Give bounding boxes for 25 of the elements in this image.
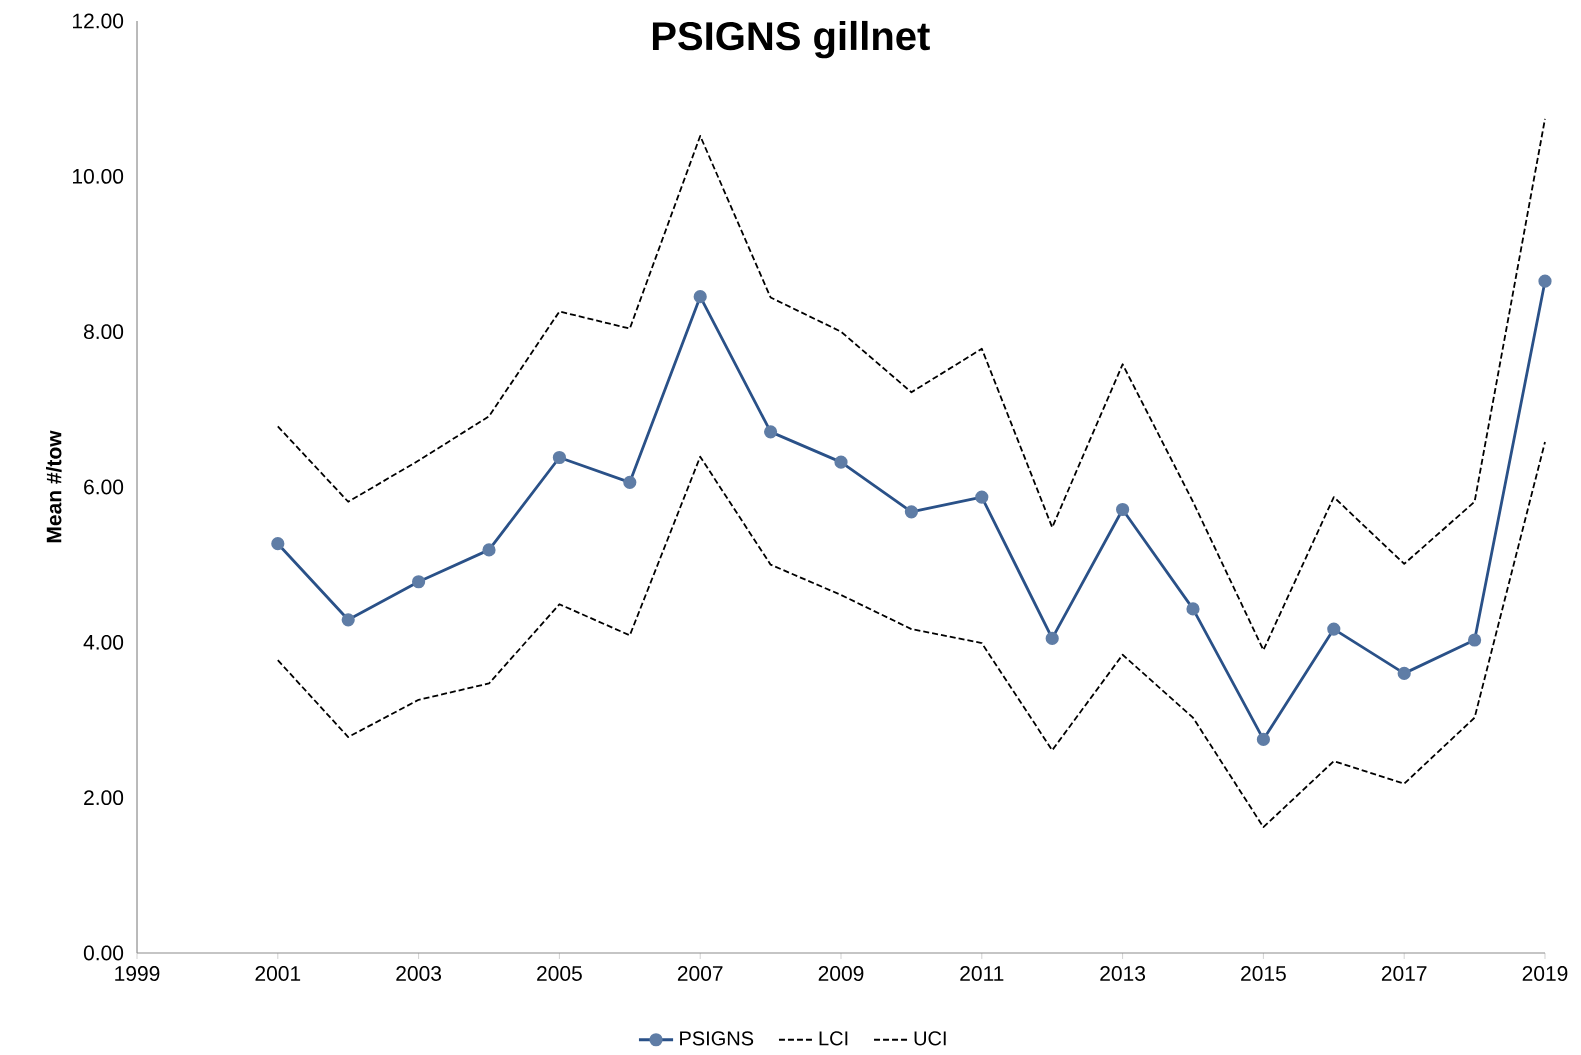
legend-label: LCI [819,1031,848,1046]
y-tick-label: 10.00 [72,168,124,184]
x-tick-label: 2017 [1381,966,1427,981]
x-tick-label: 2011 [960,966,1004,981]
legend-label: PSIGNS [680,1031,754,1046]
legend-label: UCI [914,1031,946,1046]
x-tick-label: 2001 [255,966,301,981]
x-tick-label: 2005 [537,966,582,981]
x-tick-label: 2003 [396,966,442,981]
line-series [276,117,1546,651]
x-tick-label: 2009 [818,966,864,981]
y-axis-title: Mean #/tow [46,430,62,543]
x-tick-label: 1999 [115,966,160,981]
x-tick-label: 2015 [1241,966,1286,981]
y-tick-label: 2.00 [84,790,124,806]
x-tick-label: 2013 [1100,966,1146,981]
y-tick-label: 4.00 [83,634,124,650]
chart-title: PSIGNS gillnet [652,20,930,59]
y-tick-label: 0.00 [83,945,124,961]
y-tick-label: 8.00 [83,324,124,340]
x-tick-label: 2019 [1522,966,1568,981]
x-tick-label: 2007 [677,966,723,981]
y-tick-label: 6.00 [84,479,124,495]
y-tick-label: 12.00 [72,13,124,29]
line-series [276,441,1546,829]
